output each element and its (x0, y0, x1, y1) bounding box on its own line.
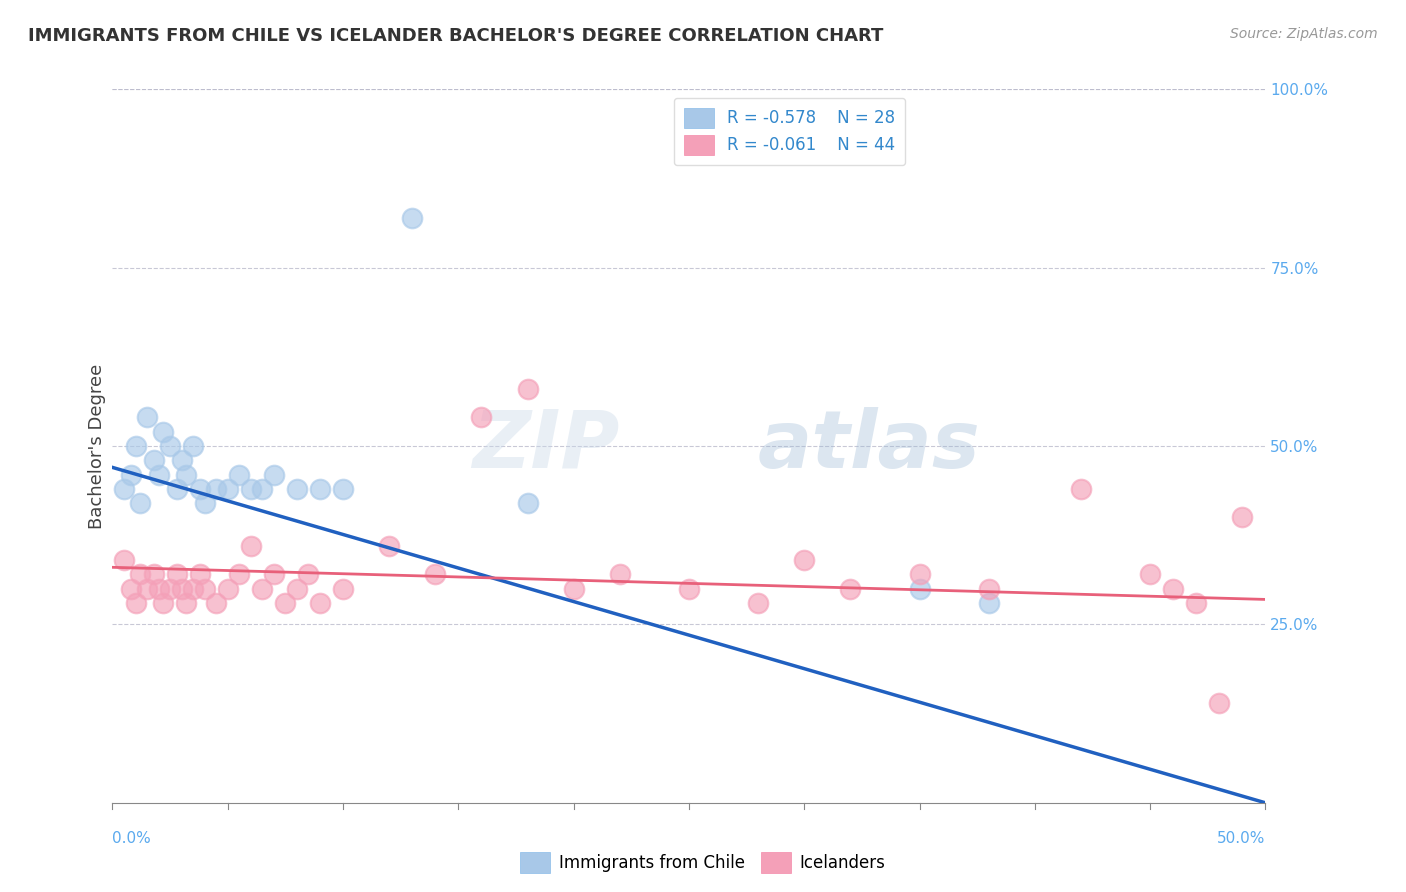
Point (181, 582, 204, 596)
Text: ZIP: ZIP (472, 407, 620, 485)
Point (129, 567, 152, 582)
Point (217, 582, 239, 596)
Point (239, 482, 262, 496)
Point (470, 410, 492, 425)
Text: IMMIGRANTS FROM CHILE VS ICELANDER BACHELOR'S DEGREE CORRELATION CHART: IMMIGRANTS FROM CHILE VS ICELANDER BACHE… (28, 27, 883, 45)
Point (1139, 567, 1161, 582)
Point (516, 496, 538, 510)
Point (285, 482, 308, 496)
Point (263, 567, 285, 582)
Point (188, 482, 211, 496)
Point (378, 539, 401, 553)
Point (217, 482, 239, 496)
Point (152, 425, 174, 439)
Point (194, 496, 217, 510)
Point (124, 439, 146, 453)
Y-axis label: Bachelor's Degree: Bachelor's Degree (87, 363, 105, 529)
Point (309, 482, 332, 496)
Point (1232, 510, 1254, 524)
Text: 0.0%: 0.0% (112, 831, 152, 847)
Point (124, 596, 146, 610)
Point (228, 467, 250, 482)
Point (205, 482, 228, 496)
Point (839, 582, 862, 596)
Point (793, 553, 815, 567)
Point (136, 410, 159, 425)
Point (136, 582, 159, 596)
Point (148, 582, 170, 596)
Point (120, 582, 142, 596)
Point (977, 596, 1000, 610)
Point (159, 582, 181, 596)
Point (332, 482, 354, 496)
Point (609, 567, 631, 582)
Point (181, 439, 204, 453)
Point (120, 467, 142, 482)
Point (274, 596, 297, 610)
Text: atlas: atlas (758, 407, 981, 485)
Point (148, 467, 170, 482)
Point (263, 467, 285, 482)
Point (170, 453, 193, 467)
Point (747, 596, 769, 610)
Point (129, 496, 152, 510)
Point (977, 582, 1000, 596)
Point (170, 582, 193, 596)
Point (908, 567, 931, 582)
Point (1161, 582, 1184, 596)
Point (425, 567, 447, 582)
Text: 50.0%: 50.0% (1218, 831, 1265, 847)
Point (309, 596, 332, 610)
Point (1070, 482, 1092, 496)
Text: Source: ZipAtlas.com: Source: ZipAtlas.com (1230, 27, 1378, 41)
Point (143, 567, 166, 582)
Point (228, 567, 250, 582)
Point (562, 582, 585, 596)
Point (166, 482, 188, 496)
Point (908, 582, 931, 596)
Point (239, 539, 262, 553)
Point (174, 596, 197, 610)
Point (188, 567, 211, 582)
Legend: R = -0.578    N = 28, R = -0.061    N = 44: R = -0.578 N = 28, R = -0.061 N = 44 (673, 97, 905, 165)
Point (252, 582, 274, 596)
Point (152, 596, 174, 610)
Point (166, 567, 188, 582)
Point (285, 582, 308, 596)
Point (112, 482, 135, 496)
Legend: Immigrants from Chile, Icelanders: Immigrants from Chile, Icelanders (513, 846, 893, 880)
Point (112, 553, 135, 567)
Point (252, 482, 274, 496)
Point (1208, 696, 1230, 710)
Point (143, 453, 166, 467)
Point (1185, 596, 1208, 610)
Point (678, 582, 700, 596)
Point (205, 596, 228, 610)
Point (332, 582, 354, 596)
Point (401, 211, 423, 225)
Point (297, 567, 319, 582)
Point (159, 439, 181, 453)
Point (194, 582, 217, 596)
Point (174, 467, 197, 482)
Point (516, 382, 538, 396)
